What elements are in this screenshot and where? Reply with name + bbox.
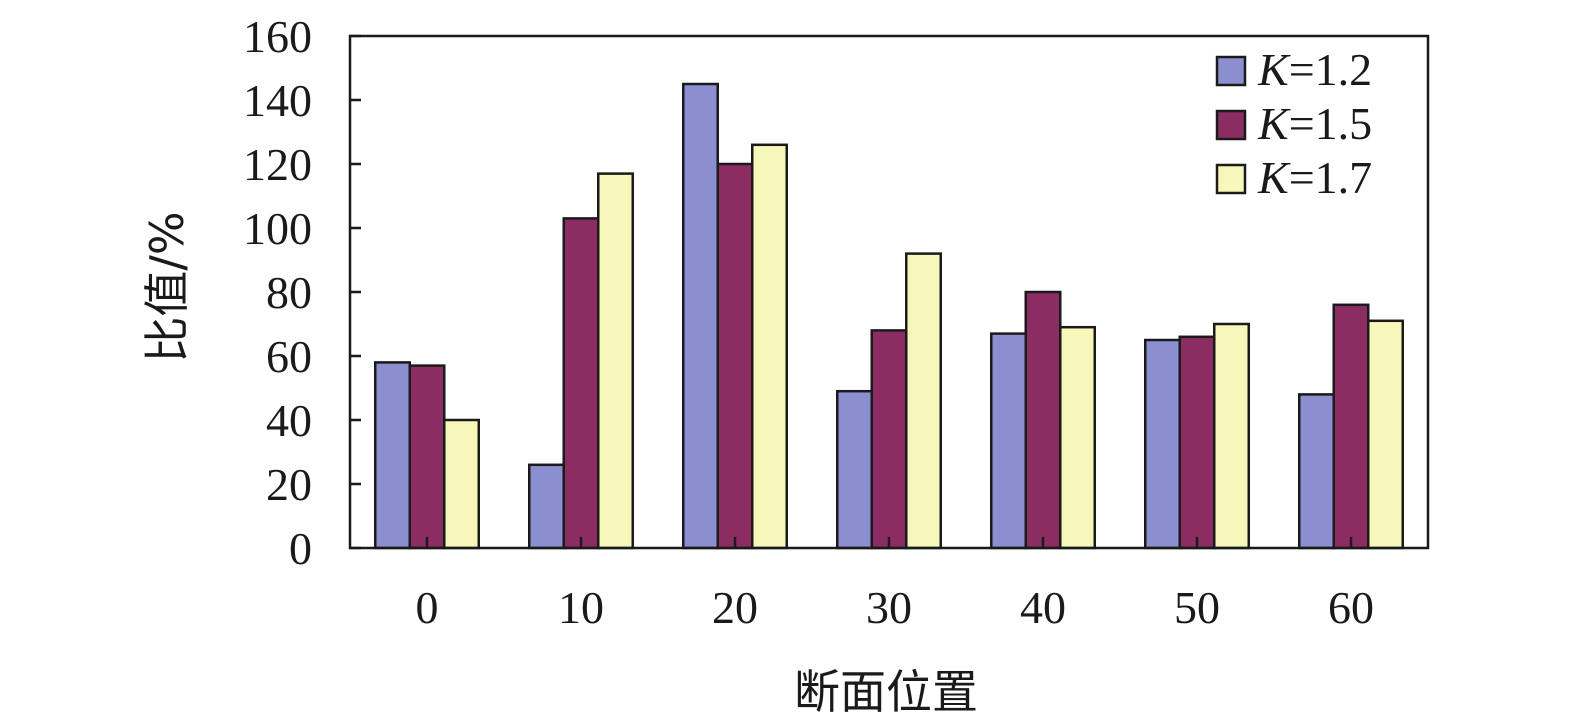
legend-swatch bbox=[1215, 109, 1247, 141]
bar-K=1.2-10 bbox=[528, 463, 565, 550]
ticks-layer: 0 20 40 60 80 100 120 140 160 0 10 20 30 40 50 60 bbox=[243, 11, 1374, 633]
legend-swatch bbox=[1215, 55, 1247, 87]
bar-K=1.2-20 bbox=[682, 82, 719, 550]
bar-K=1.2-50 bbox=[1144, 338, 1181, 550]
y-tick-label: 140 bbox=[243, 75, 312, 126]
legend-label: K=1.7 bbox=[1257, 152, 1372, 203]
x-tick-label: 30 bbox=[866, 582, 912, 633]
bar-K=1.2-30 bbox=[836, 389, 873, 550]
bar-K=1.5-20 bbox=[716, 162, 754, 550]
bar-K=1.7-10 bbox=[597, 172, 634, 550]
bar-K=1.5-60 bbox=[1332, 303, 1370, 550]
y-tick-label: 80 bbox=[266, 267, 312, 318]
bar-K=1.7-50 bbox=[1213, 322, 1250, 550]
y-tick-label: 0 bbox=[289, 523, 312, 574]
bar-K=1.7-20 bbox=[751, 143, 788, 550]
bar-K=1.5-50 bbox=[1178, 335, 1216, 550]
legend: K=1.2K=1.5K=1.7 bbox=[1215, 44, 1372, 203]
y-tick-label: 160 bbox=[243, 11, 312, 62]
bar-K=1.7-0 bbox=[443, 418, 480, 550]
x-axis-title: 断面位置 bbox=[794, 665, 978, 719]
legend-label: K=1.2 bbox=[1257, 44, 1372, 95]
bar-K=1.2-0 bbox=[374, 361, 411, 550]
legend-label: K=1.5 bbox=[1257, 98, 1372, 149]
bars-layer bbox=[374, 82, 1404, 550]
y-axis-title: 比值/% bbox=[140, 211, 194, 362]
x-tick-label: 40 bbox=[1020, 582, 1066, 633]
x-tick-label: 0 bbox=[416, 582, 439, 633]
y-tick-label: 20 bbox=[266, 459, 312, 510]
y-tick-label: 40 bbox=[266, 395, 312, 446]
bar-K=1.2-40 bbox=[990, 332, 1027, 550]
legend-swatch bbox=[1215, 163, 1247, 195]
bar-K=1.5-10 bbox=[562, 217, 600, 550]
bar-K=1.5-40 bbox=[1024, 290, 1062, 550]
bar-K=1.7-60 bbox=[1367, 319, 1404, 550]
y-tick-label: 120 bbox=[243, 139, 312, 190]
bar-K=1.7-30 bbox=[905, 252, 942, 550]
y-tick-label: 60 bbox=[266, 331, 312, 382]
y-tick-label: 100 bbox=[243, 203, 312, 254]
bar-K=1.7-40 bbox=[1059, 325, 1096, 550]
bar-K=1.5-0 bbox=[408, 364, 446, 550]
bar-K=1.5-30 bbox=[870, 329, 908, 550]
x-tick-label: 60 bbox=[1328, 582, 1374, 633]
bar-K=1.2-60 bbox=[1298, 393, 1335, 550]
x-tick-label: 10 bbox=[558, 582, 604, 633]
x-tick-label: 50 bbox=[1174, 582, 1220, 633]
x-tick-label: 20 bbox=[712, 582, 758, 633]
